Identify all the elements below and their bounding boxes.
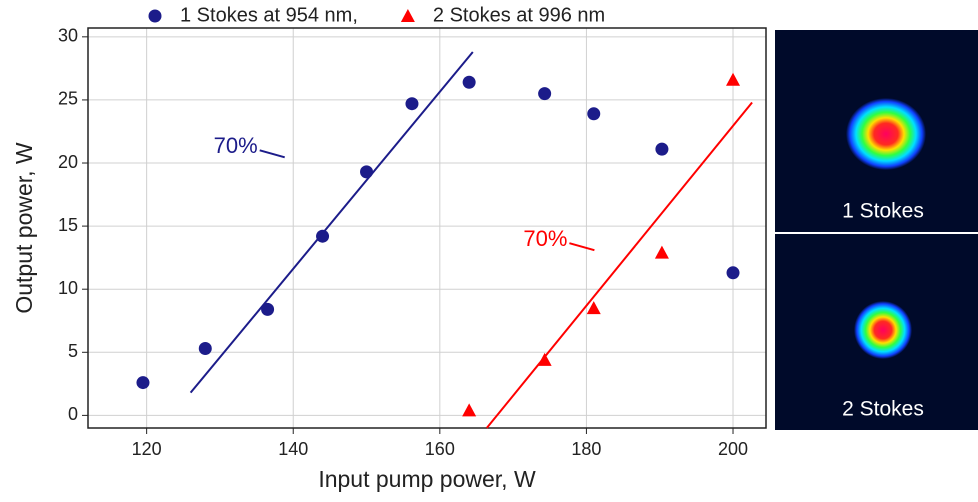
x-tick-label: 140 <box>278 439 308 459</box>
inset-panel <box>775 30 978 430</box>
data-point <box>462 403 477 417</box>
y-tick-label: 5 <box>68 341 78 361</box>
data-point <box>587 107 601 121</box>
data-point <box>654 245 669 259</box>
annotation-leader <box>259 149 285 159</box>
legend-label: 1 Stokes at 954 nm, <box>180 4 358 26</box>
y-tick-label: 30 <box>58 26 78 46</box>
data-point <box>405 97 419 111</box>
data-point <box>655 142 669 156</box>
inset-label: 2 Stokes <box>842 398 924 421</box>
legend-marker <box>148 9 162 23</box>
x-tick-label: 120 <box>132 439 162 459</box>
x-tick-label: 180 <box>571 439 601 459</box>
data-point <box>316 229 330 243</box>
fit-line <box>189 51 474 394</box>
annotation: 70% <box>523 226 567 251</box>
data-point <box>198 342 212 356</box>
inset-label: 1 Stokes <box>842 200 924 223</box>
legend-marker <box>400 9 415 22</box>
x-tick-label: 160 <box>425 439 455 459</box>
beam-spot <box>846 98 926 170</box>
plot-frame <box>87 27 767 429</box>
x-axis-label: Input pump power, W <box>318 466 536 492</box>
data-point <box>538 87 552 101</box>
y-tick-label: 0 <box>68 404 78 424</box>
x-tick-label: 200 <box>718 439 748 459</box>
data-point <box>462 75 476 89</box>
y-tick-label: 15 <box>58 215 78 235</box>
data-point <box>586 301 601 315</box>
data-point <box>136 376 150 390</box>
annotation: 70% <box>214 133 258 158</box>
y-tick-label: 20 <box>58 152 78 172</box>
annotation-leader <box>569 242 595 252</box>
data-point <box>360 165 374 179</box>
data-point <box>726 266 740 280</box>
data-point <box>261 302 275 316</box>
y-tick-label: 10 <box>58 278 78 298</box>
data-point <box>726 72 741 86</box>
fit-line <box>485 101 753 429</box>
beam-spot <box>854 301 912 359</box>
legend-label: 2 Stokes at 996 nm <box>433 4 605 26</box>
y-tick-label: 25 <box>58 89 78 109</box>
y-axis-label: Output power, W <box>11 142 37 314</box>
